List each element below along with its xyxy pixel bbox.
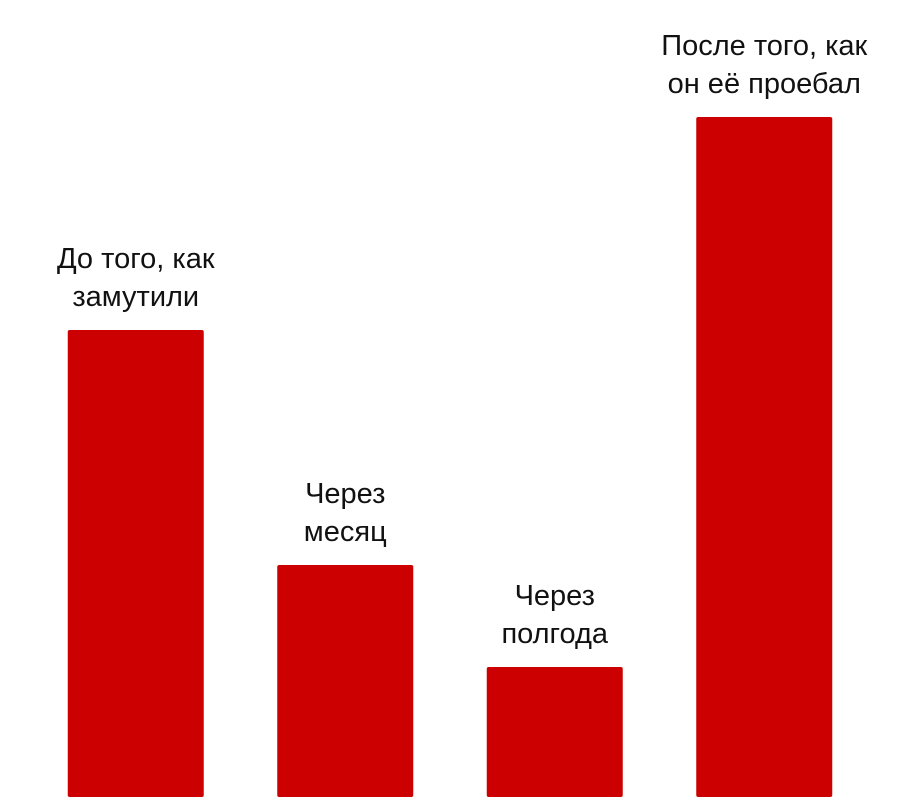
bar bbox=[67, 330, 204, 797]
bar bbox=[696, 117, 833, 797]
category-label: После того, как он её проебал bbox=[661, 30, 868, 100]
category-label: Через месяц bbox=[303, 478, 387, 548]
bar bbox=[277, 565, 414, 797]
category-label: Через полгода bbox=[501, 580, 609, 650]
category-label: До того, как замутили bbox=[56, 243, 215, 313]
bar bbox=[486, 667, 623, 797]
